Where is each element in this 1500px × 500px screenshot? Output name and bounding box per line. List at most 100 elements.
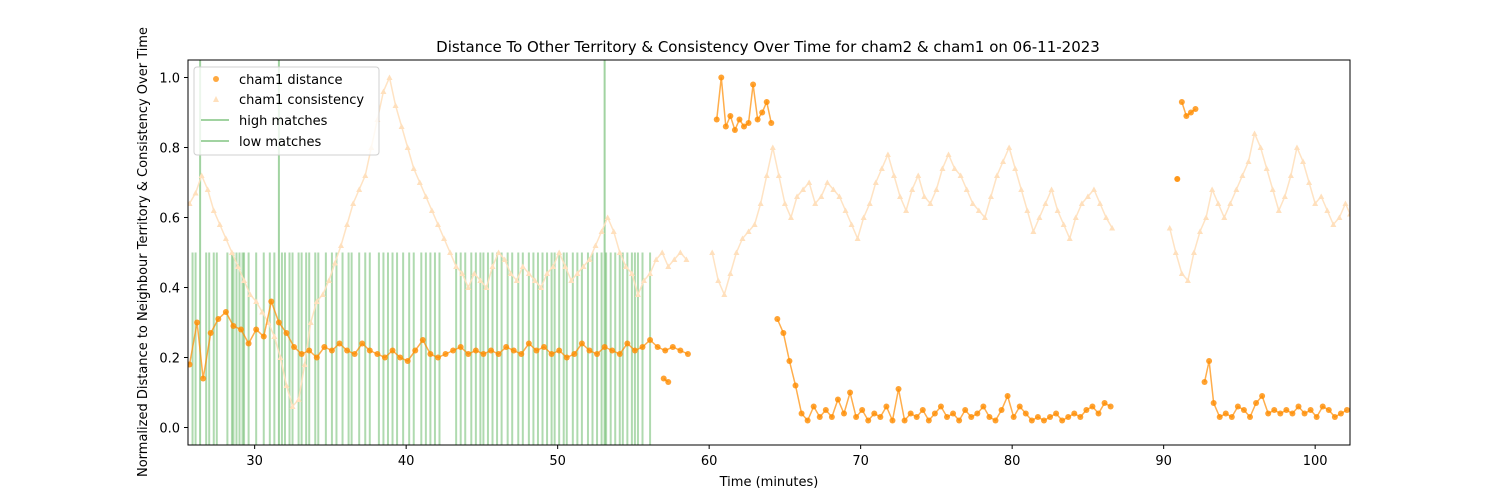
- distance-point: [986, 414, 993, 420]
- consistency-point: [1263, 165, 1270, 171]
- consistency-point: [477, 277, 484, 283]
- distance-point: [731, 127, 738, 133]
- distance-point: [556, 347, 563, 354]
- distance-point: [624, 340, 631, 347]
- distance-point: [1187, 109, 1194, 116]
- consistency-point: [794, 193, 801, 199]
- distance-point: [359, 340, 366, 347]
- distance-point: [268, 298, 275, 305]
- consistency-point: [447, 249, 454, 255]
- consistency-point: [325, 277, 332, 283]
- legend-label-distance: cham1 distance: [239, 73, 343, 88]
- y-tick-label: 0.4: [159, 282, 180, 297]
- consistency-point: [647, 270, 654, 276]
- consistency-point: [1221, 214, 1228, 220]
- distance-point: [495, 351, 502, 357]
- consistency-point: [806, 179, 813, 185]
- distance-point: [207, 330, 214, 336]
- consistency-point: [550, 263, 557, 269]
- distance-point: [931, 410, 938, 417]
- consistency-point: [616, 249, 623, 255]
- distance-point: [230, 323, 237, 329]
- distance-point: [834, 396, 841, 403]
- distance-point: [889, 417, 896, 424]
- consistency-point: [586, 256, 593, 262]
- distance-point: [660, 375, 667, 382]
- consistency-point: [598, 228, 605, 234]
- distance-point: [1307, 407, 1314, 413]
- distance-point: [1053, 410, 1060, 417]
- consistency-point: [259, 309, 266, 315]
- x-tick-label: 70: [852, 454, 869, 469]
- consistency-point: [398, 123, 405, 129]
- consistency-point: [1275, 207, 1282, 213]
- distance-point: [321, 344, 328, 350]
- consistency-point: [1239, 172, 1246, 178]
- consistency-point: [507, 270, 514, 276]
- consistency-point: [568, 277, 575, 283]
- distance-point: [1016, 403, 1023, 410]
- distance-point: [925, 417, 932, 424]
- distance-point: [828, 414, 835, 420]
- distance-point: [245, 340, 252, 347]
- consistency-point: [188, 200, 193, 206]
- consistency-point: [836, 193, 843, 199]
- distance-point: [1295, 403, 1302, 410]
- distance-point: [1201, 379, 1208, 385]
- distance-point: [718, 74, 725, 81]
- distance-point: [533, 347, 540, 354]
- consistency-point: [210, 207, 217, 213]
- distance-point: [1325, 407, 1332, 413]
- consistency-point: [228, 249, 235, 255]
- consistency-point: [842, 207, 849, 213]
- distance-point: [578, 340, 585, 347]
- consistency-point: [1269, 186, 1276, 192]
- consistency-point: [1048, 186, 1055, 192]
- consistency-point: [580, 263, 587, 269]
- consistency-point: [775, 172, 782, 178]
- consistency-point: [344, 221, 351, 227]
- consistency-point: [1300, 158, 1307, 164]
- consistency-point: [404, 144, 411, 150]
- consistency-point: [1030, 228, 1037, 234]
- consistency-point: [1006, 144, 1013, 150]
- consistency-point: [1197, 228, 1204, 234]
- consistency-point: [1330, 221, 1337, 227]
- distance-point: [669, 344, 676, 350]
- consistency-point: [1166, 225, 1173, 231]
- consistency-point: [1281, 193, 1288, 199]
- distance-point: [937, 403, 944, 410]
- consistency-point: [739, 235, 746, 241]
- distance-point: [631, 347, 638, 354]
- consistency-point: [1318, 193, 1325, 199]
- consistency-point: [659, 249, 666, 255]
- y-axis: 0.0 0.2 0.4 0.6 0.8 1.0: [159, 72, 188, 437]
- distance-point: [586, 347, 593, 354]
- consistency-point: [890, 172, 897, 178]
- distance-point: [944, 414, 951, 420]
- consistency-point: [1172, 249, 1179, 255]
- plot-area: [188, 60, 1350, 445]
- consistency-point: [386, 74, 393, 80]
- distance-point: [1216, 414, 1223, 420]
- distance-point: [1192, 106, 1199, 112]
- distance-point: [465, 351, 472, 357]
- legend-label-high-matches: high matches: [239, 114, 328, 129]
- distance-point: [647, 337, 654, 343]
- distance-point: [750, 81, 757, 88]
- consistency-point: [939, 165, 946, 171]
- consistency-point: [338, 242, 345, 248]
- consistency-point: [628, 270, 635, 276]
- distance-point: [677, 347, 684, 354]
- distance-point: [427, 351, 434, 357]
- distance-point: [1178, 99, 1185, 105]
- distance-point: [1234, 403, 1241, 410]
- consistency-point: [289, 403, 296, 409]
- consistency-point: [592, 242, 599, 248]
- distance-point: [616, 351, 623, 357]
- consistency-point: [812, 200, 819, 206]
- distance-point: [222, 309, 229, 315]
- consistency-point: [198, 172, 205, 178]
- consistency-point: [331, 260, 338, 266]
- distance-point: [662, 347, 669, 354]
